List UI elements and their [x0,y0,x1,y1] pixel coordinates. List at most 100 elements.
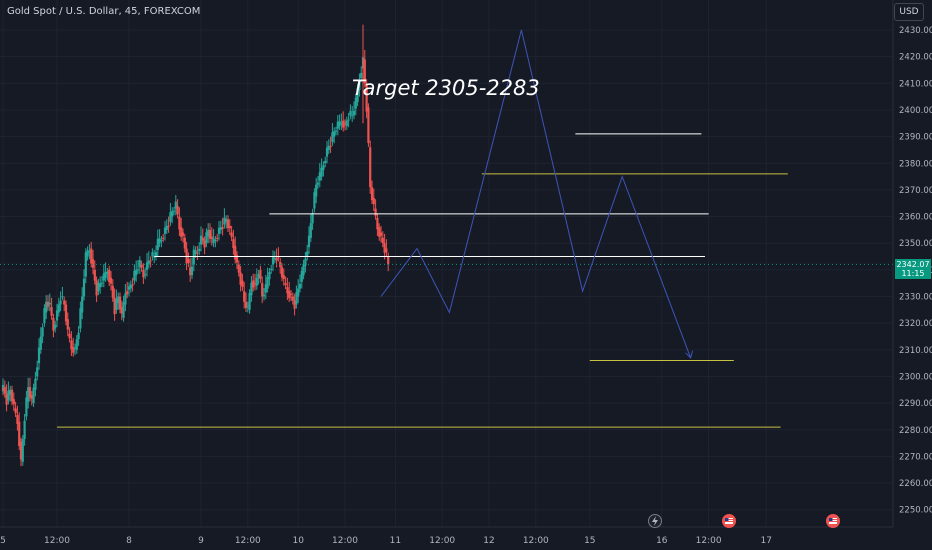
candle-body [144,274,147,276]
candle-body [113,297,116,315]
candle-body [212,238,215,244]
candle-body [248,293,251,310]
candle-body [32,387,35,404]
candle-body [360,72,363,78]
candle-body [208,229,212,239]
candle-body [66,319,69,330]
candle-body [315,184,318,197]
candle-body [367,107,370,143]
flash-event-icon[interactable] [648,514,662,528]
candle-body [210,236,213,239]
time-tick-label: 10 [292,536,304,546]
candle-body [70,340,73,350]
candle-body [297,288,300,297]
projection-line [380,29,692,358]
time-tick-label: 15 [584,536,595,546]
price-tick-label: 2390.00 [899,133,932,143]
candle-body [160,240,163,242]
candle-body [307,235,311,248]
candle-body [41,327,44,337]
candle-body [84,252,87,277]
candle-body [86,250,89,257]
candle-body [97,282,100,292]
candle-body [48,302,51,305]
candle-body [343,123,347,125]
candle-body [99,283,102,288]
price-tick-label: 2290.00 [899,399,932,409]
candle-body [352,110,356,116]
price-tick-label: 2380.00 [899,159,932,169]
candle-body [320,167,323,177]
time-tick-label: 12:00 [429,536,455,546]
candle-body [7,390,10,401]
candle-body [167,225,170,227]
candle-body [172,210,176,212]
candle-body [77,332,80,340]
candle-body [237,264,240,273]
candle-body [270,268,273,270]
time-tick-label: 8 [126,536,132,546]
candle-body [12,399,15,405]
candle-body [93,269,96,281]
candle-body [217,227,221,234]
candle-body [203,240,206,248]
currency-button[interactable]: USD [894,3,924,21]
candle-body [354,97,357,109]
candle-body [9,389,12,396]
us-flag-event-icon[interactable] [722,514,736,528]
candle-body [300,270,303,282]
price-tick-label: 2310.00 [899,346,932,356]
price-tick-label: 2420.00 [899,53,932,63]
candle-body [52,317,55,331]
candle-body [255,277,258,286]
candle-body [23,420,26,440]
candle-body [288,291,291,299]
candle-body [345,120,348,126]
price-tick-label: 2410.00 [899,79,932,89]
target-annotation[interactable]: Target 2305-2283 [352,76,540,100]
candle-body [201,237,204,241]
candle-body [372,197,375,205]
candle-body [189,267,192,276]
candle-body [243,291,246,302]
candle-body [174,201,177,209]
candle-body [228,225,231,229]
time-tick-label: 9 [198,536,204,546]
candle-body [136,269,140,271]
candle-body [68,333,71,339]
candle-body [205,232,208,244]
candle-body [126,291,129,295]
us-flag-event-icon[interactable] [826,514,840,528]
candle-body [133,270,136,281]
candle-body [262,294,266,297]
candle-body [302,263,305,276]
candle-body [356,87,359,102]
time-axis[interactable]: 5 12:00 8 9 12:00 10 12:00 11 12:00 12 12:00 15 16 12… [0,526,893,550]
time-tick-label: 12 [483,536,494,546]
price-tick-label: 2430.00 [899,26,932,36]
candle-body [185,248,188,264]
candle-body [39,336,42,350]
candle-body [387,256,390,265]
candle-body [216,237,219,239]
candle-body [334,130,338,132]
candle-body [234,245,237,260]
candle-body [63,300,66,305]
candle-body [383,243,386,253]
candle-body [163,227,167,234]
candle-body [145,262,149,270]
grid [0,0,893,527]
candle-body [178,216,181,230]
candle-body [142,269,145,278]
candle-body [379,232,383,236]
time-tick-label: 17 [760,536,771,546]
candle-body [250,282,253,296]
candle-body [111,285,114,298]
candle-body [304,258,307,266]
candle-body [190,266,194,276]
time-tick-label: 5 [0,536,6,546]
candle-body [131,284,134,286]
candle-body [325,147,329,157]
